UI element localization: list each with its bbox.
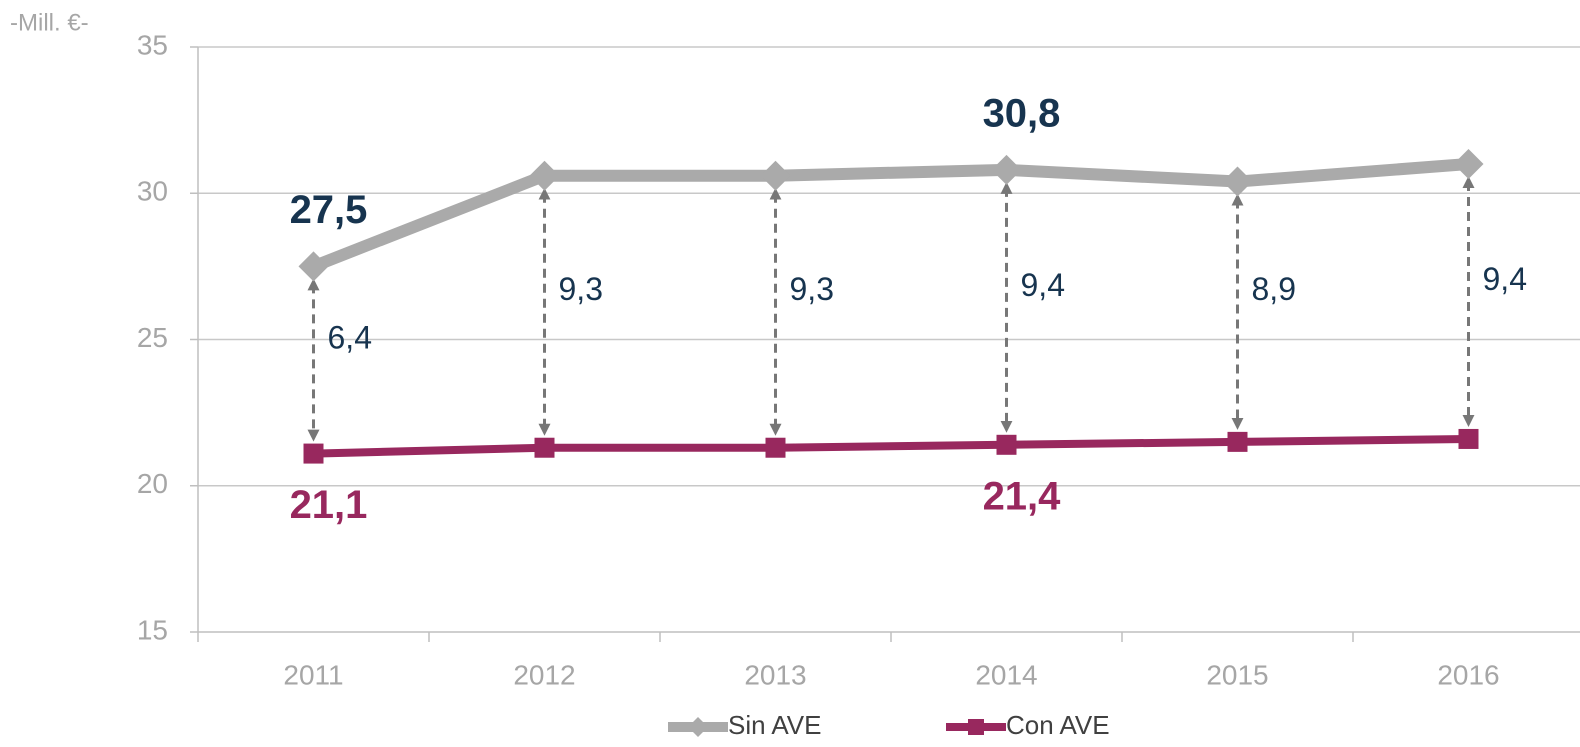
- y-tick-label: 20: [137, 468, 168, 499]
- x-tick-label: 2012: [513, 659, 575, 690]
- legend-label: Con AVE: [1006, 710, 1110, 740]
- marker: [991, 154, 1022, 185]
- data-label: 21,1: [290, 483, 368, 527]
- y-tick-label: 15: [137, 614, 168, 645]
- legend-marker: [688, 717, 708, 737]
- x-tick-label: 2011: [283, 659, 343, 690]
- x-tick-label: 2014: [975, 659, 1037, 690]
- legend-label: Sin AVE: [728, 710, 821, 740]
- marker: [996, 434, 1017, 455]
- difference-label: 9,3: [790, 271, 834, 307]
- data-label: 30,8: [983, 91, 1061, 135]
- marker: [298, 251, 329, 282]
- data-label: 27,5: [290, 188, 368, 232]
- data-label: 21,4: [983, 474, 1062, 518]
- marker: [1453, 149, 1484, 179]
- series-line: [313, 434, 1469, 458]
- x-tick-label: 2016: [1437, 659, 1499, 690]
- difference-label: 9,4: [1483, 261, 1527, 297]
- x-tick-label: 2015: [1206, 659, 1268, 690]
- marker: [1227, 431, 1248, 452]
- difference-label: 8,9: [1252, 271, 1296, 307]
- marker: [303, 443, 324, 464]
- y-tick-label: 35: [137, 29, 168, 60]
- difference-label: 9,4: [1021, 267, 1065, 303]
- marker: [1458, 428, 1479, 449]
- marker: [534, 437, 555, 458]
- x-tick-label: 2013: [744, 659, 806, 690]
- difference-label: 6,4: [328, 319, 372, 355]
- series-line: [311, 158, 1469, 272]
- marker: [1222, 166, 1253, 197]
- y-tick-label: 25: [137, 322, 168, 353]
- marker: [765, 437, 786, 458]
- y-axis-label: -Mill. €-: [10, 9, 89, 36]
- marker: [760, 160, 791, 191]
- legend-marker: [968, 719, 984, 735]
- difference-label: 9,3: [559, 271, 603, 307]
- y-tick-label: 30: [137, 176, 168, 207]
- marker: [529, 160, 560, 191]
